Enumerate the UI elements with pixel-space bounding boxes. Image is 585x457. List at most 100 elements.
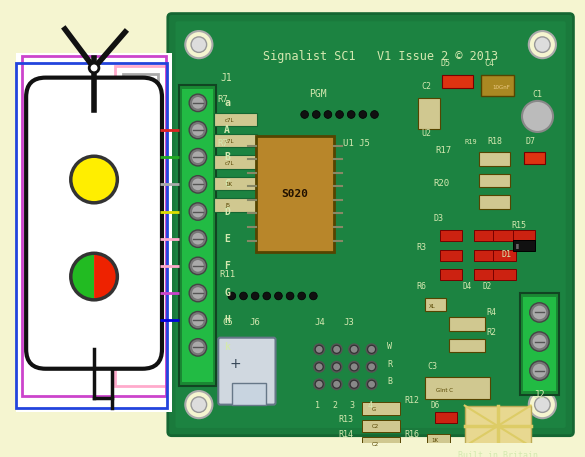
Wedge shape xyxy=(94,253,118,300)
Circle shape xyxy=(314,344,325,355)
Text: Signalist SC1   V1 Issue 2 © 2013: Signalist SC1 V1 Issue 2 © 2013 xyxy=(263,50,498,63)
Text: R12: R12 xyxy=(405,396,419,405)
Text: R6: R6 xyxy=(416,282,426,291)
Circle shape xyxy=(301,111,308,118)
Circle shape xyxy=(333,346,340,353)
FancyBboxPatch shape xyxy=(520,293,559,395)
Text: R4: R4 xyxy=(486,308,496,317)
Circle shape xyxy=(351,346,357,353)
Circle shape xyxy=(189,175,207,193)
Circle shape xyxy=(530,361,549,380)
Circle shape xyxy=(314,361,325,372)
Circle shape xyxy=(185,31,212,58)
FancyBboxPatch shape xyxy=(425,298,446,312)
Circle shape xyxy=(189,312,207,329)
FancyBboxPatch shape xyxy=(362,437,400,450)
Text: R18: R18 xyxy=(487,137,502,146)
Text: D: D xyxy=(224,207,230,217)
Circle shape xyxy=(349,379,359,390)
FancyBboxPatch shape xyxy=(256,136,333,252)
Circle shape xyxy=(522,101,553,132)
Text: R7: R7 xyxy=(217,138,228,148)
Text: J4: J4 xyxy=(314,318,325,327)
Text: C2: C2 xyxy=(371,425,379,430)
Circle shape xyxy=(189,230,207,247)
FancyBboxPatch shape xyxy=(362,402,400,415)
Circle shape xyxy=(192,260,204,272)
Text: R13: R13 xyxy=(339,415,353,424)
FancyBboxPatch shape xyxy=(180,85,216,386)
Text: J3: J3 xyxy=(343,318,354,327)
Circle shape xyxy=(533,364,546,377)
FancyBboxPatch shape xyxy=(493,269,516,280)
FancyBboxPatch shape xyxy=(176,21,566,428)
Text: J1: J1 xyxy=(220,73,232,83)
Circle shape xyxy=(359,111,367,118)
Circle shape xyxy=(192,314,204,326)
FancyBboxPatch shape xyxy=(214,134,257,148)
Circle shape xyxy=(274,292,283,300)
FancyBboxPatch shape xyxy=(218,338,276,404)
FancyBboxPatch shape xyxy=(513,240,535,251)
Circle shape xyxy=(530,303,549,322)
Circle shape xyxy=(535,397,550,412)
Text: R19: R19 xyxy=(464,138,477,144)
Circle shape xyxy=(192,341,204,353)
Circle shape xyxy=(189,94,207,112)
Circle shape xyxy=(368,381,375,388)
Circle shape xyxy=(349,344,359,355)
Text: D6: D6 xyxy=(431,400,440,409)
Circle shape xyxy=(189,203,207,220)
FancyBboxPatch shape xyxy=(440,269,462,280)
FancyBboxPatch shape xyxy=(481,74,514,96)
FancyBboxPatch shape xyxy=(26,78,162,369)
FancyBboxPatch shape xyxy=(168,14,573,436)
Circle shape xyxy=(331,344,342,355)
Text: C3: C3 xyxy=(428,362,438,371)
Text: D3: D3 xyxy=(433,214,443,223)
FancyBboxPatch shape xyxy=(479,195,510,209)
Text: Built in Britain: Built in Britain xyxy=(457,451,538,457)
Circle shape xyxy=(189,121,207,139)
Circle shape xyxy=(192,287,204,299)
Circle shape xyxy=(347,111,355,118)
Circle shape xyxy=(192,151,204,163)
Circle shape xyxy=(529,31,556,58)
Circle shape xyxy=(368,346,375,353)
Circle shape xyxy=(316,381,322,388)
Circle shape xyxy=(263,292,271,300)
Ellipse shape xyxy=(89,63,99,73)
Text: c7L: c7L xyxy=(225,160,235,165)
FancyBboxPatch shape xyxy=(362,420,400,432)
Circle shape xyxy=(533,335,546,348)
Circle shape xyxy=(371,111,378,118)
Circle shape xyxy=(533,306,546,319)
FancyBboxPatch shape xyxy=(425,377,490,399)
FancyBboxPatch shape xyxy=(523,297,556,391)
FancyBboxPatch shape xyxy=(16,53,171,412)
Circle shape xyxy=(324,111,332,118)
Circle shape xyxy=(252,292,259,300)
Circle shape xyxy=(530,332,549,351)
Circle shape xyxy=(189,149,207,166)
Circle shape xyxy=(314,379,325,390)
FancyBboxPatch shape xyxy=(214,155,257,169)
Circle shape xyxy=(366,344,377,355)
Text: c7L: c7L xyxy=(225,139,235,144)
FancyBboxPatch shape xyxy=(449,317,485,331)
FancyBboxPatch shape xyxy=(524,152,545,164)
Circle shape xyxy=(189,257,207,275)
Text: R3: R3 xyxy=(416,243,426,252)
Text: R15: R15 xyxy=(511,221,526,230)
FancyBboxPatch shape xyxy=(474,230,496,241)
FancyBboxPatch shape xyxy=(232,383,266,404)
Circle shape xyxy=(298,292,305,300)
Text: 1: 1 xyxy=(315,400,320,409)
Text: C1: C1 xyxy=(533,90,543,99)
Circle shape xyxy=(368,363,375,370)
FancyBboxPatch shape xyxy=(435,412,457,423)
Text: R14: R14 xyxy=(339,430,353,439)
Text: +: + xyxy=(230,357,242,371)
FancyBboxPatch shape xyxy=(449,339,485,352)
FancyBboxPatch shape xyxy=(214,176,257,190)
